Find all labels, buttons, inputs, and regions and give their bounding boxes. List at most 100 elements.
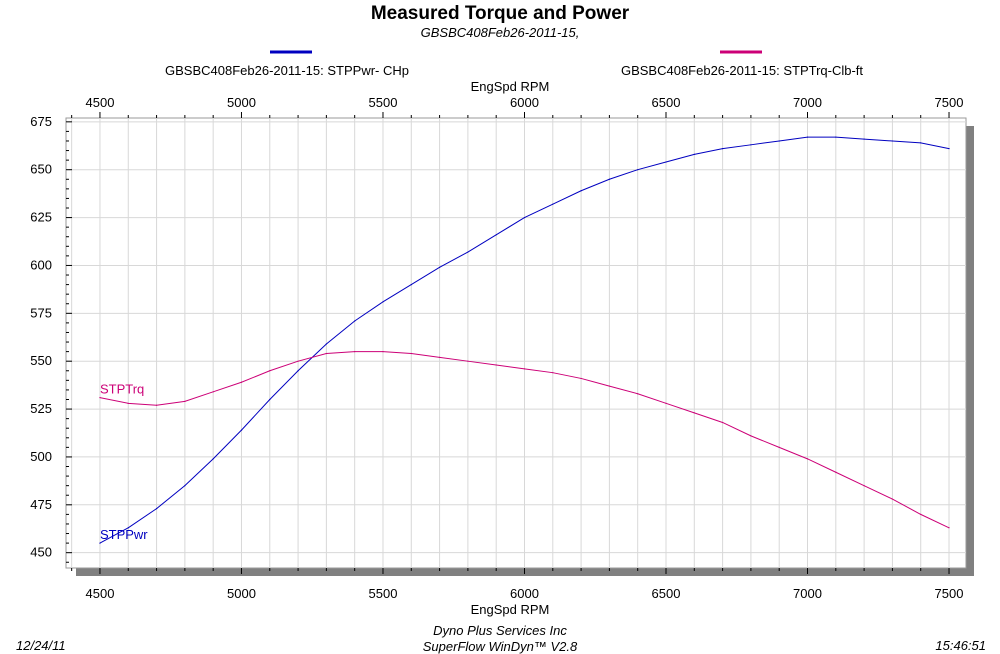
power-point [637, 169, 639, 171]
torque-point [523, 368, 526, 370]
x-tick-label-top: 4500 [86, 95, 115, 110]
power-point [693, 153, 695, 155]
grid [66, 118, 966, 568]
y-tick-label: 675 [30, 114, 52, 129]
x-axis-title-bottom: EngSpd RPM [471, 602, 550, 617]
torque-point [722, 421, 724, 424]
torque-point [438, 356, 441, 358]
power-point [99, 542, 101, 544]
torque-point [382, 351, 384, 353]
power-point [920, 142, 922, 144]
torque-series-label: STPTrq [100, 382, 144, 397]
torque-point [495, 364, 497, 366]
torque-point [552, 372, 554, 374]
power-point [240, 429, 243, 431]
power-point [325, 343, 327, 345]
torque-point [637, 393, 639, 395]
x-tick-label-top: 7000 [793, 95, 822, 110]
plot-area [65, 117, 967, 569]
series-lines [99, 136, 950, 544]
torque-point [297, 360, 299, 362]
power-point [467, 251, 469, 253]
torque-point [835, 471, 837, 473]
footer-software: SuperFlow WinDyn™ V2.8 [423, 639, 578, 654]
torque-point [750, 435, 752, 437]
torque-point [863, 485, 865, 487]
power-point [269, 398, 271, 401]
x-tick-label-top: 7500 [935, 95, 964, 110]
x-tick-label-top: 5500 [369, 95, 398, 110]
x-tick-label-bottom: 6000 [510, 586, 539, 601]
y-tick-label: 600 [30, 257, 52, 272]
x-tick-label-top: 6500 [652, 95, 681, 110]
torque-point [99, 396, 101, 399]
torque-point [184, 400, 186, 403]
power-point [948, 148, 950, 150]
x-tick-label-top: 6000 [510, 95, 539, 110]
torque-point [325, 352, 327, 355]
torque-point [354, 351, 356, 353]
x-axis-title-top: EngSpd RPM [471, 79, 550, 94]
axis-ticks [66, 112, 950, 574]
power-point [722, 148, 724, 150]
legend-label-power: GBSBC408Feb26-2011-15: STPPwr- CHp [165, 63, 409, 78]
footer-company: Dyno Plus Services Inc [433, 623, 567, 638]
torque-point [891, 498, 894, 500]
footer-date: 12/24/11 [16, 638, 66, 653]
footer-time: 15:46:51 [935, 638, 986, 653]
x-tick-label-bottom: 7000 [793, 586, 822, 601]
power-point [778, 140, 780, 142]
power-point [410, 283, 412, 286]
y-tick-label: 500 [30, 449, 52, 464]
power-point [438, 266, 441, 268]
power-point [608, 178, 610, 180]
y-tick-label: 550 [30, 353, 52, 368]
x-tick-label-top: 5000 [227, 95, 256, 110]
plot-shadow-right [966, 126, 974, 574]
x-tick-label-bottom: 5500 [369, 586, 398, 601]
x-tick-label-bottom: 7500 [935, 586, 964, 601]
power-series-label: STPPwr [100, 527, 148, 542]
torque-point [467, 360, 469, 362]
power-point [184, 485, 186, 487]
power-point [297, 370, 299, 372]
power-point [665, 161, 667, 163]
torque-point [948, 527, 950, 529]
power-point [750, 144, 752, 146]
x-tick-label-bottom: 5000 [227, 586, 256, 601]
y-tick-label: 450 [30, 545, 52, 560]
tick-labels: 4500 4500 5000 5000 5500 5500 6000 6000 6500 6500… [30, 95, 963, 601]
chart-title: Measured Torque and Power [371, 3, 630, 24]
power-point [127, 527, 129, 529]
plot-shadow-bottom [76, 568, 974, 576]
torque-point [269, 370, 271, 372]
power-point [863, 138, 865, 140]
y-tick-label: 575 [30, 305, 52, 320]
power-point [580, 190, 582, 192]
torque-point [778, 446, 780, 448]
legend-label-torque: GBSBC408Feb26-2011-15: STPTrq-Clb-ft [621, 63, 863, 78]
torque-point [580, 377, 582, 380]
chart-subtitle: GBSBC408Feb26-2011-15, [421, 25, 580, 40]
torque-point [806, 458, 809, 460]
torque-point [410, 352, 412, 355]
y-tick-label: 475 [30, 497, 52, 512]
power-point [523, 216, 526, 219]
power-point [806, 136, 809, 138]
x-tick-label-bottom: 4500 [86, 586, 115, 601]
torque-point [693, 412, 695, 414]
torque-point [665, 402, 667, 404]
torque-point [127, 402, 129, 404]
torque-point [212, 391, 214, 393]
y-tick-label: 625 [30, 210, 52, 225]
power-point [382, 301, 384, 303]
power-point [354, 320, 356, 322]
torque-point [920, 513, 922, 515]
power-point [835, 136, 837, 138]
x-tick-label-bottom: 6500 [652, 586, 681, 601]
power-point [891, 140, 894, 142]
torque-point [240, 381, 243, 383]
power-point [495, 234, 497, 236]
y-tick-label: 650 [30, 162, 52, 177]
